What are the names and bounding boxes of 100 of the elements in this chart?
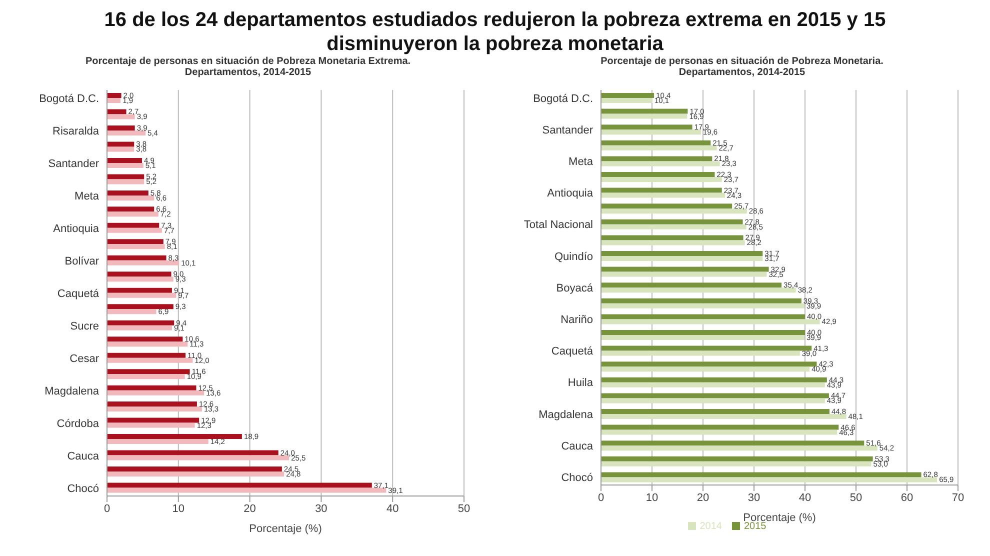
bar [601,208,747,214]
bar [107,358,193,363]
bar [601,177,722,182]
x-tick-label: 40 [798,492,812,504]
x-tick-label: 0 [598,492,604,504]
x-tick-label: 0 [104,502,110,515]
x-axis-title: Porcentaje (%) [249,523,322,535]
bar [601,156,712,162]
bar [107,239,164,244]
chart-title: Porcentaje de personas en situación de Pobreza Monetaria Extrema. Departamentos, 2014-2015 [84,56,412,80]
bar [601,140,711,146]
bar [601,130,701,135]
bar [601,219,743,224]
bar [107,488,386,493]
x-axis-title: Porcentaje (%) [743,512,816,524]
x-tick-label: 10 [646,492,658,504]
x-tick-label: 40 [386,502,399,515]
bar [107,374,185,380]
y-tick-label: Antioquia [547,188,594,200]
y-tick-label: Caquetá [57,288,100,300]
bar [107,190,148,196]
bar [601,409,830,414]
x-tick-label: 50 [458,502,470,515]
bar [601,235,744,240]
bar [601,472,922,478]
x-tick-label: 30 [315,502,328,515]
bar [601,314,805,320]
y-tick-label: Bogotá D.C. [533,92,593,105]
bar [107,206,154,212]
bar [601,440,864,446]
bar [107,385,196,390]
bar [107,228,162,233]
bar [107,309,156,314]
bar [107,439,208,444]
bar [601,204,732,209]
bar [107,406,202,412]
bar [601,414,846,419]
bar [107,422,195,428]
y-tick-label: Quindío [554,250,593,263]
bar [107,390,204,396]
bar [107,342,188,347]
bar [601,319,820,324]
bar [107,288,172,293]
bar [601,382,825,388]
y-tick-label: Magdalena [538,408,594,421]
x-tick-label: 10 [172,502,185,515]
y-tick-label: Santander [48,158,100,170]
bar [601,477,938,482]
bar [601,161,720,166]
bar [601,93,654,98]
y-tick-label: Chocó [561,472,593,484]
bar [601,446,878,451]
bar [107,369,190,374]
bar [601,377,827,382]
bar [107,450,278,456]
bar [107,292,176,298]
y-tick-label: Meta [568,156,594,168]
bar [601,366,810,372]
bar [601,362,817,367]
bar [107,98,121,103]
bar [107,142,134,147]
y-tick-label: Meta [74,190,100,202]
text: 16 de los 24 departamentos estudiados redujeron la pobreza extrema en 2015 y 15 disminuyeron la pobreza monetaria [103,8,887,56]
bar [107,222,160,228]
bar [601,145,717,150]
y-tick-label: Chocó [67,482,99,495]
y-tick-label: Total Nacional [524,219,593,232]
bar [107,352,186,358]
bar [107,325,172,330]
bar [107,255,166,260]
bar [107,336,183,342]
bar [601,330,805,335]
bar [601,188,722,193]
x-tick-label: 20 [696,492,710,504]
bar [601,430,838,435]
bar [107,434,242,440]
y-tick-label: Antioquia [53,222,100,235]
bar [601,224,746,230]
y-tick-label: Caquetá [551,346,594,358]
y-tick-label: Boyacá [556,282,594,294]
bar [107,304,174,310]
bar [107,158,142,163]
bar [601,461,872,466]
bar [601,192,725,198]
x-tick-label: 20 [244,502,256,515]
bar [601,114,688,119]
bar [107,466,282,472]
legend-label: 2014 [700,521,722,532]
bar [601,335,804,340]
bar [107,320,174,326]
bar [601,350,800,356]
bar [107,195,154,200]
y-tick-label: Magdalena [44,385,100,398]
y-tick-label: Huila [568,377,594,390]
bar [601,424,839,430]
bar [107,130,146,136]
y-tick-label: Cauca [561,440,594,452]
bar [601,303,804,308]
bar [601,398,825,404]
bar [601,98,653,103]
